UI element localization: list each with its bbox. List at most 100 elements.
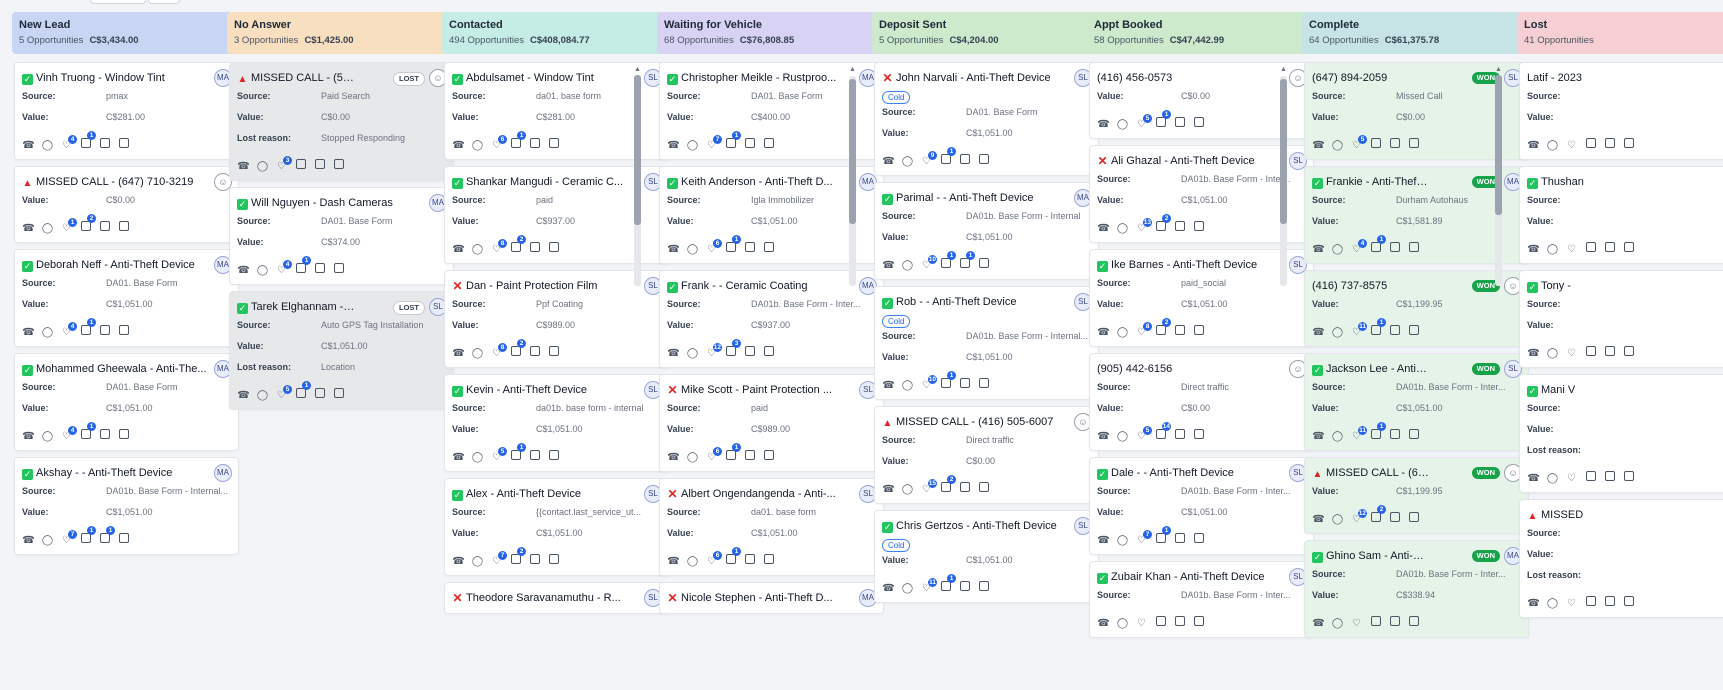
scrollbar-thumb[interactable] (1495, 75, 1502, 215)
tag-icon[interactable]: ♡ 6 (705, 239, 722, 256)
calendar-icon[interactable] (547, 448, 560, 460)
chat-icon[interactable]: ◯ (901, 156, 914, 167)
document-icon[interactable]: 1 (724, 235, 741, 252)
card-title[interactable]: ✕ Theodore Saravanamuthu - R... (452, 591, 640, 605)
document-icon[interactable] (1584, 240, 1597, 252)
phone-icon[interactable]: ☎ (22, 140, 35, 151)
opportunity-card[interactable]: ✓ Abdulsamet - Window Tint SL Source: da01. … (444, 62, 669, 160)
phone-icon[interactable]: ☎ (1097, 327, 1110, 338)
tag-icon[interactable]: ♡ 9 (920, 151, 937, 168)
checkbox-icon[interactable] (958, 376, 971, 388)
checkbox-icon[interactable] (1388, 427, 1401, 439)
chat-icon[interactable]: ◯ (1546, 473, 1559, 484)
tag-icon[interactable]: ♡ 10 (922, 255, 937, 271)
document-icon[interactable]: 14 (1154, 422, 1171, 439)
tag-icon[interactable]: ♡ 11 (1352, 322, 1367, 338)
card-title[interactable]: ✓ Keith Anderson - Anti-Theft D... (667, 175, 855, 189)
scroll-up-arrow-icon[interactable]: ▲ (634, 66, 641, 73)
column-scrollbar[interactable] (1280, 76, 1287, 286)
chat-icon[interactable]: ◯ (1116, 327, 1129, 338)
column-scrollbar[interactable] (849, 76, 856, 286)
tag-icon[interactable]: ♡ 12 (1352, 509, 1367, 525)
scroll-up-arrow-icon[interactable]: ▲ (1280, 66, 1287, 73)
checkbox-icon[interactable] (1603, 594, 1616, 606)
calendar-icon[interactable] (977, 579, 990, 591)
calendar-icon[interactable] (332, 261, 345, 273)
document-icon[interactable]: 2 (509, 547, 526, 564)
phone-icon[interactable]: ☎ (1097, 535, 1110, 546)
chat-icon[interactable]: ◯ (1331, 140, 1344, 151)
card-title[interactable]: ✓ Chris Gertzos - Anti-Theft Device (882, 519, 1070, 533)
phone-icon[interactable]: ☎ (667, 244, 680, 255)
calendar-icon[interactable] (117, 323, 130, 335)
chat-icon[interactable]: ◯ (41, 140, 54, 151)
opportunity-card[interactable]: ✓ Shankar Mangudi - Ceramic C... SL Source:… (444, 166, 669, 264)
calendar-icon[interactable] (117, 531, 130, 543)
opportunity-card[interactable]: ✓ Deborah Neff - Anti-Theft Device MA Sourc… (14, 249, 239, 347)
phone-icon[interactable]: ☎ (22, 535, 35, 546)
card-title[interactable]: (416) 737-8575 (1312, 279, 1430, 293)
chat-icon[interactable]: ◯ (686, 140, 699, 151)
card-title[interactable]: ✕ Mike Scott - Paint Protection ... (667, 383, 855, 397)
chat-icon[interactable]: ◯ (1331, 618, 1344, 629)
phone-icon[interactable]: ☎ (452, 140, 465, 151)
chat-icon[interactable]: ◯ (1331, 431, 1344, 442)
card-title[interactable]: ✓ Kevin - Anti-Theft Device (452, 383, 640, 397)
chat-icon[interactable]: ◯ (686, 244, 699, 255)
opportunity-card[interactable]: ✓ Thushan Source: Value: ☎ ◯ ♡ (1519, 166, 1723, 264)
tag-icon[interactable]: ♡ (1567, 244, 1576, 255)
opportunity-card[interactable]: ✓ Vinh Truong - Window Tint MA Source: pmax V… (14, 62, 239, 160)
calendar-icon[interactable] (762, 552, 775, 564)
calendar-icon[interactable] (977, 376, 990, 388)
tag-icon[interactable]: ♡ 6 (490, 135, 507, 152)
card-title[interactable]: ✓ Abdulsamet - Window Tint (452, 71, 640, 85)
checkbox-icon[interactable] (528, 448, 541, 460)
document-icon[interactable]: 1 (1369, 318, 1386, 335)
phone-icon[interactable]: ☎ (452, 244, 465, 255)
card-title[interactable]: ✕ Dan - Paint Protection Film (452, 279, 640, 293)
checkbox-icon[interactable] (1603, 136, 1616, 148)
top-tab[interactable] (148, 0, 180, 4)
opportunity-card[interactable]: ✓Frankie - Anti-Theft De...WONMASource:D… (1304, 166, 1529, 264)
checkbox-icon[interactable] (1388, 510, 1401, 522)
checkbox-icon[interactable] (98, 136, 111, 148)
assignee-avatar[interactable]: MA (214, 464, 232, 482)
phone-icon[interactable]: ☎ (882, 380, 895, 391)
scrollbar-thumb[interactable] (1280, 79, 1287, 224)
chat-icon[interactable]: ◯ (901, 260, 914, 271)
checkbox-icon[interactable] (528, 240, 541, 252)
card-title[interactable]: (416) 456-0573 (1097, 71, 1285, 85)
checkbox-icon[interactable] (743, 552, 756, 564)
assignee-avatar[interactable]: MA (859, 69, 877, 87)
opportunity-card[interactable]: ✓ Mohammed Gheewala - Anti-The... MA Source… (14, 353, 239, 451)
chat-icon[interactable]: ◯ (471, 140, 484, 151)
card-title[interactable]: ✓Tarek Elghannam - Anti-T... (237, 300, 355, 314)
tag-icon[interactable]: ♡ 5 (1135, 114, 1152, 131)
assignee-avatar[interactable]: SL (1289, 256, 1307, 274)
document-icon[interactable] (294, 157, 307, 169)
checkbox-icon[interactable] (313, 386, 326, 398)
chat-icon[interactable]: ◯ (1116, 431, 1129, 442)
calendar-icon[interactable] (977, 256, 990, 268)
checkbox-icon[interactable] (1603, 469, 1616, 481)
checkbox-icon[interactable] (1173, 115, 1186, 127)
phone-icon[interactable]: ☎ (237, 265, 250, 276)
unassigned-user-icon[interactable]: ☺ (214, 173, 232, 191)
card-title[interactable]: ✕ John Narvali - Anti-Theft Device (882, 71, 1070, 85)
chat-icon[interactable]: ◯ (1331, 514, 1344, 525)
calendar-icon[interactable] (547, 344, 560, 356)
card-title[interactable]: ✓ Thushan (1527, 175, 1715, 189)
opportunity-card[interactable]: ✓ Zubair Khan - Anti-Theft Device SL Source… (1089, 561, 1314, 638)
checkbox-icon[interactable] (958, 579, 971, 591)
phone-icon[interactable]: ☎ (1312, 514, 1325, 525)
calendar-icon[interactable] (547, 240, 560, 252)
calendar-icon[interactable] (977, 152, 990, 164)
phone-icon[interactable]: ☎ (1527, 140, 1540, 151)
document-icon[interactable]: 1 (294, 381, 311, 398)
calendar-icon[interactable] (762, 136, 775, 148)
card-title[interactable]: ✕ Nicole Stephen - Anti-Theft D... (667, 591, 855, 605)
document-icon[interactable]: 2 (509, 235, 526, 252)
card-title[interactable]: ✓ Parimal - - Anti-Theft Device (882, 191, 1070, 205)
phone-icon[interactable]: ☎ (1312, 244, 1325, 255)
document-icon[interactable]: 2 (79, 214, 96, 231)
